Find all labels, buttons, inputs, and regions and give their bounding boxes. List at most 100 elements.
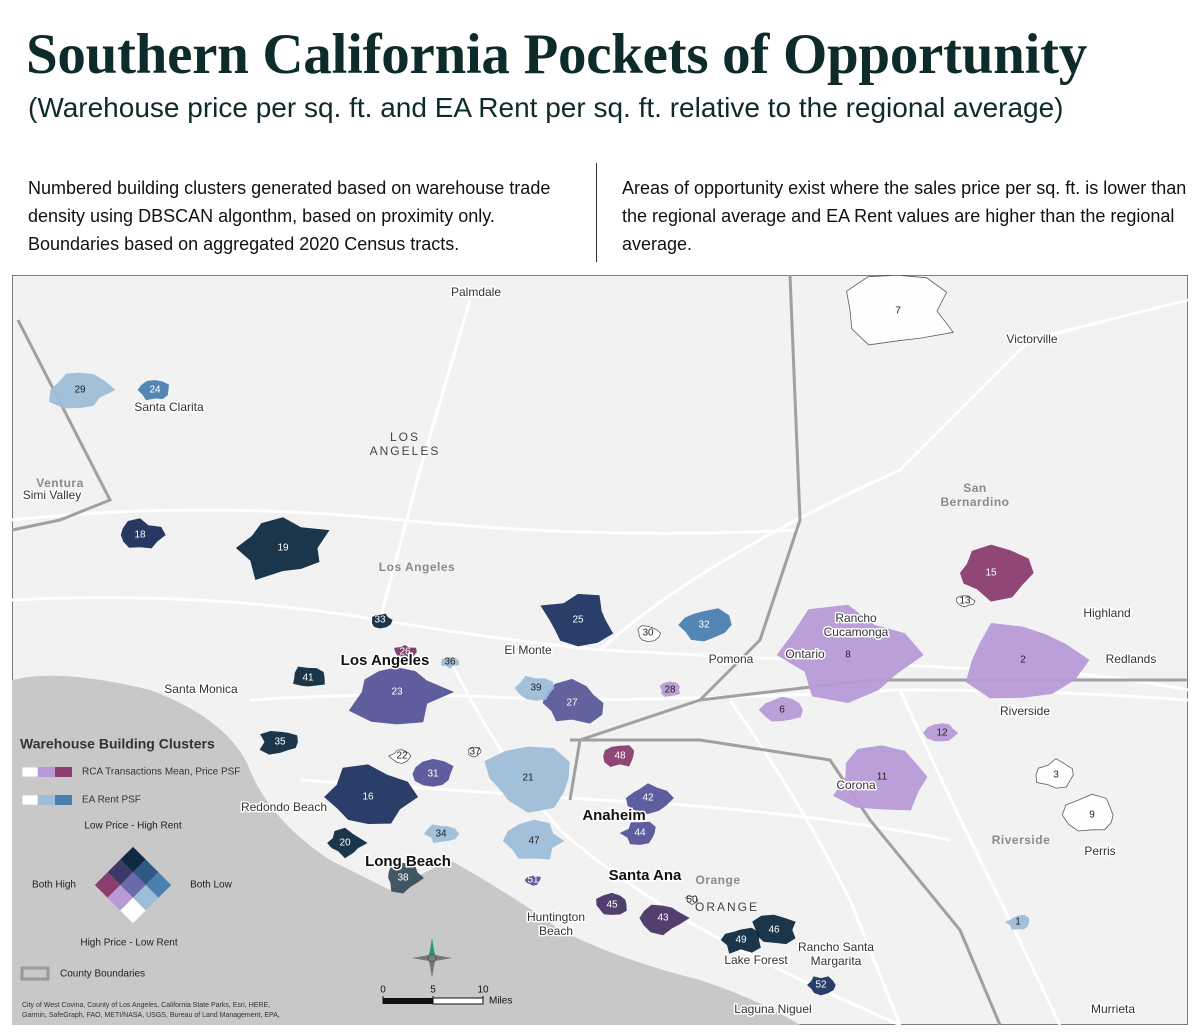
scale-segment (432, 997, 484, 1005)
place-label: Los Angeles (341, 652, 430, 669)
cluster-label: 49 (735, 935, 747, 946)
place-label: Simi Valley (23, 488, 81, 502)
place-label: San (963, 481, 987, 495)
cluster-label: 30 (642, 628, 654, 639)
compass (412, 938, 452, 978)
place-label: Long Beach (365, 853, 451, 870)
cluster-label: 20 (339, 838, 351, 849)
place-label: Santa Monica (164, 682, 238, 696)
cluster-area (120, 518, 166, 549)
cluster-area (659, 681, 681, 697)
cluster-label: 51 (527, 875, 539, 886)
legend-label: High Price - Low Rent (80, 938, 177, 949)
cluster-label: 50 (686, 895, 698, 906)
legend-swatch (38, 795, 55, 805)
place-label: LOS (390, 430, 420, 444)
legend-label: Both Low (190, 880, 232, 891)
cluster-area (846, 275, 955, 346)
cluster-label: 18 (134, 530, 146, 541)
place-label: ORANGE (695, 900, 759, 914)
cluster-label: 41 (302, 673, 314, 684)
legend-swatch (21, 766, 39, 778)
place-label: Beach (539, 924, 573, 938)
cluster-area (720, 927, 761, 954)
cluster-label: 44 (634, 828, 646, 839)
cluster-label: 22 (396, 751, 408, 762)
cluster-area (540, 593, 614, 647)
place-label: Lake Forest (724, 953, 788, 967)
cluster-area (776, 604, 924, 703)
cluster-area (388, 749, 412, 764)
place-label: Highland (1083, 606, 1130, 620)
cluster-label: 34 (435, 829, 447, 840)
cluster-area (484, 746, 570, 813)
place-label: Victorville (1006, 332, 1057, 346)
legend-swatch (20, 966, 50, 981)
place-label: Anaheim (582, 807, 645, 824)
place-label: Laguna Niguel (734, 1002, 811, 1016)
cluster-area (596, 892, 627, 915)
place-label: Santa Clarita (134, 400, 204, 414)
cluster-label: 19 (277, 543, 289, 554)
cluster-label: 13 (959, 596, 971, 607)
legend-label: Both High (32, 880, 76, 891)
cluster-area (441, 657, 459, 669)
cluster-label: 31 (427, 769, 439, 780)
legend-label: Low Price - High Rent (84, 821, 181, 832)
place-label: Orange (695, 873, 740, 887)
title: Southern California Pockets of Opportuni… (26, 23, 1087, 86)
cluster-label: 23 (391, 687, 403, 698)
scale-segment (383, 998, 433, 1004)
cluster-label: 29 (74, 385, 86, 396)
cluster-area (625, 783, 674, 814)
cluster-area (514, 675, 555, 701)
cluster-area (372, 613, 393, 629)
cluster-label: 6 (779, 705, 785, 716)
clusters (49, 275, 1114, 996)
place-label: Ontario (785, 647, 825, 661)
place-label: Santa Ana (609, 867, 682, 884)
attribution: City of West Covina, County of Los Angel… (22, 1002, 280, 1019)
note: Areas of opportunity exist where the sal… (622, 178, 1187, 254)
legend-swatch (21, 794, 39, 806)
cluster-area (235, 517, 330, 580)
cluster-area (1004, 914, 1030, 930)
cluster-area (923, 723, 959, 742)
cluster-label: 9 (1089, 810, 1095, 821)
cluster-label: 24 (149, 385, 161, 396)
cluster-area (965, 623, 1090, 699)
cluster-label: 38 (397, 873, 409, 884)
cluster-label: 8 (845, 650, 851, 661)
cluster-label: 1 (1015, 917, 1021, 928)
cluster-area (639, 904, 690, 936)
cluster-label: 16 (362, 792, 374, 803)
place-label: Rancho Santa (798, 940, 874, 954)
cluster-label: 37 (469, 747, 481, 758)
cluster-label: 21 (522, 773, 534, 784)
cluster-label: 32 (698, 620, 710, 631)
place-label: Riverside (992, 833, 1051, 847)
cluster-label: 52 (815, 980, 827, 991)
cluster-area (955, 595, 976, 608)
legend-swatch (55, 795, 72, 805)
attribution-line: City of West Covina, County of Los Angel… (22, 1002, 270, 1009)
scale-unit: Miles (489, 996, 512, 1007)
legend-swatch (38, 767, 55, 777)
place-label: Cucamonga (824, 625, 889, 639)
cluster-area (324, 764, 419, 824)
place-label: Margarita (811, 954, 862, 968)
cluster-label: 26 (399, 647, 411, 658)
cluster-area (1035, 758, 1074, 789)
place-label: Redondo Beach (241, 800, 327, 814)
cluster-area (259, 731, 298, 755)
cluster-label: 15 (985, 568, 997, 579)
cluster-area (524, 875, 541, 886)
place-label: Perris (1084, 844, 1115, 858)
cluster-area (394, 645, 417, 660)
place-label: Ventura (36, 476, 84, 490)
cluster-area (327, 827, 368, 859)
cluster-area (678, 608, 732, 642)
cluster-area (423, 824, 460, 843)
